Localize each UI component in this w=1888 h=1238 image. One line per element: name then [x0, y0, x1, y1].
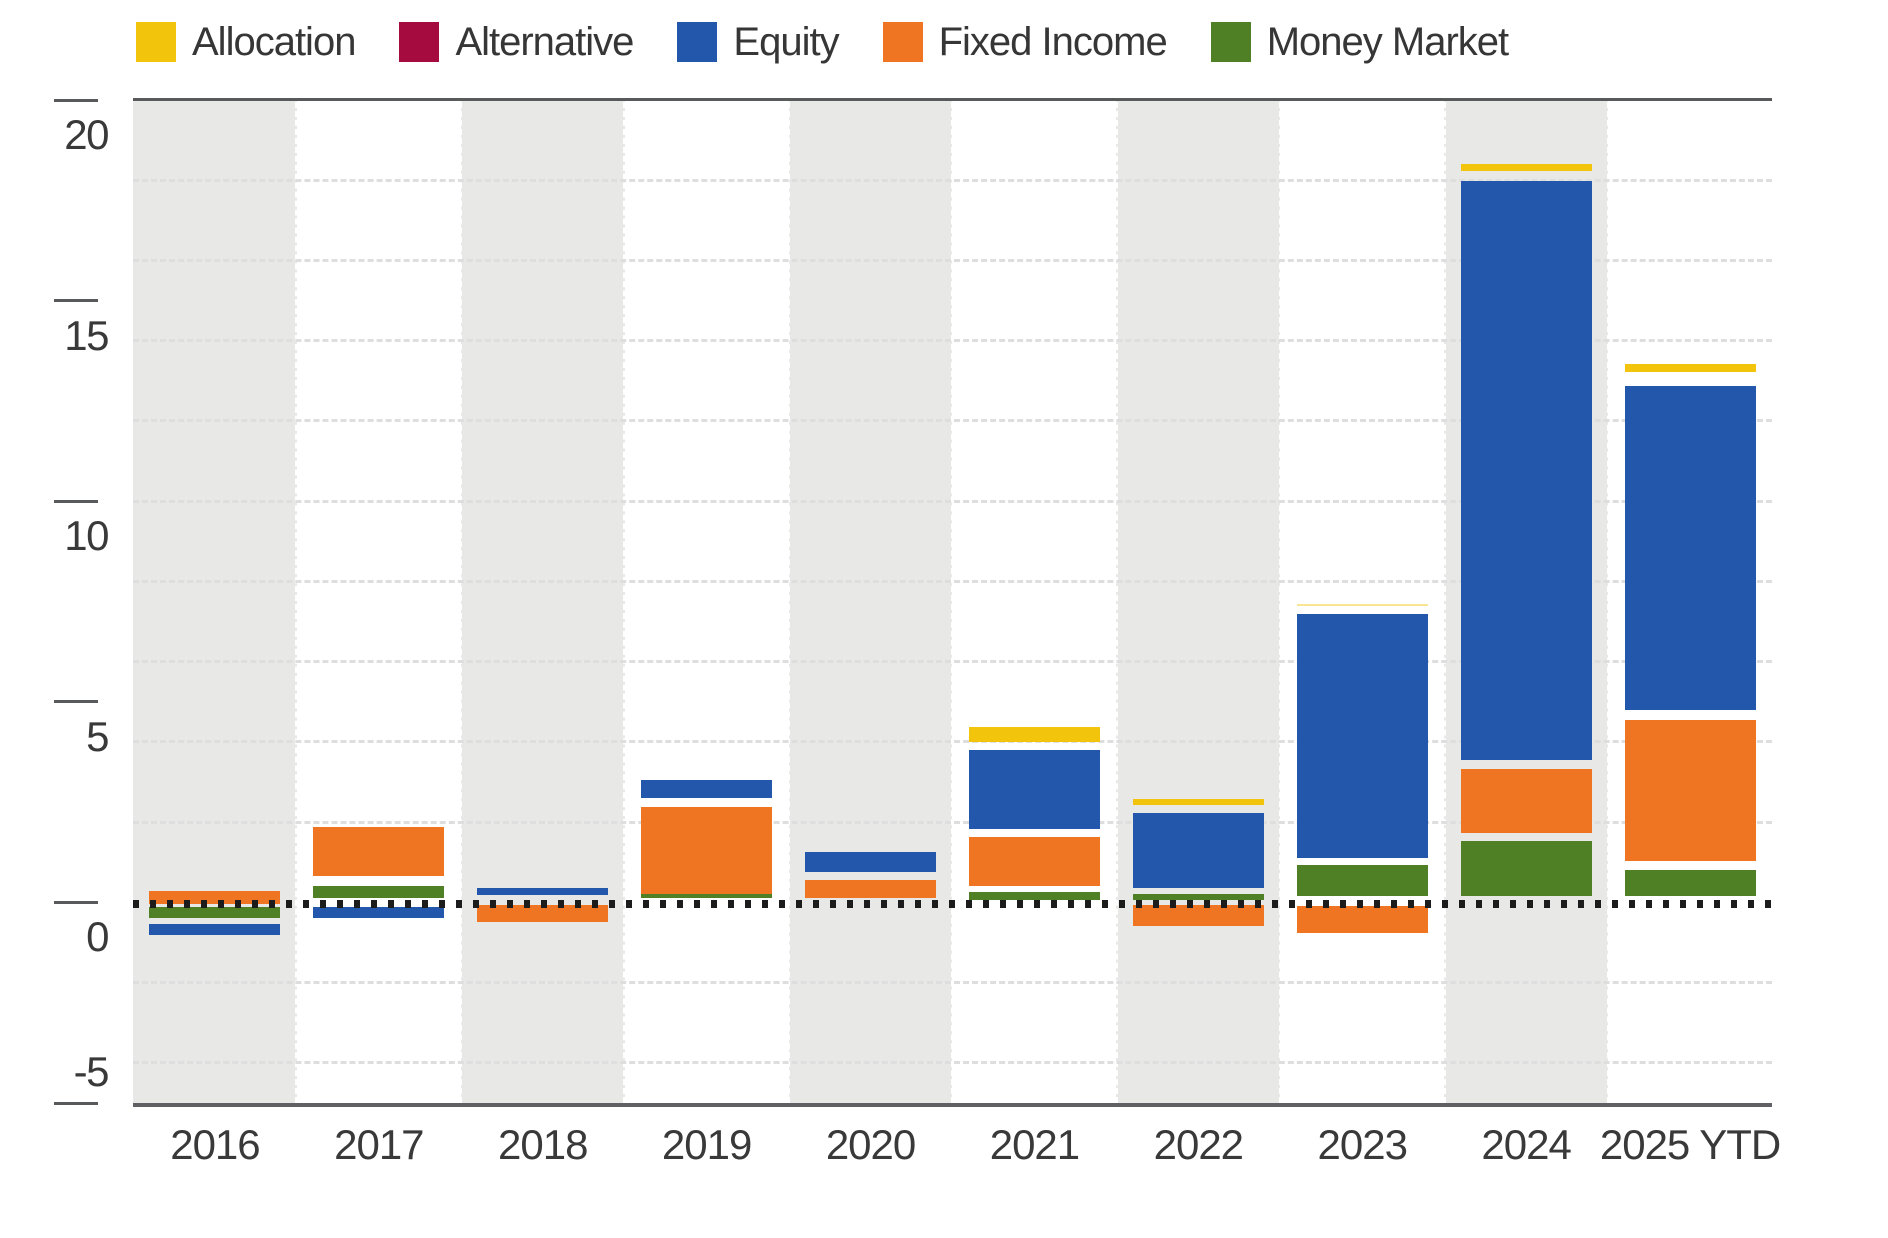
bar-segment-2019-money-market[interactable] — [641, 894, 773, 899]
y-tick-label--5: -5 — [73, 1048, 110, 1095]
bar-segment-2025-ytd-money-market[interactable] — [1624, 870, 1756, 897]
bar-segment-2018-fixed-income[interactable] — [477, 905, 609, 922]
x-tick-label-2023: 2023 — [1317, 1121, 1408, 1168]
y-tick-label-0: 0 — [86, 913, 109, 961]
y-tick-label-15: 15 — [64, 311, 109, 359]
bar-segment-2021-allocation[interactable] — [968, 727, 1100, 742]
legend-swatch-icon — [136, 22, 176, 62]
x-tick-label-2017: 2017 — [334, 1121, 424, 1168]
bar-segment-2020-fixed-income[interactable] — [805, 879, 937, 898]
x-tick-label-2018: 2018 — [498, 1121, 588, 1168]
legend: Allocation Alternative Equity Fixed Income M… — [136, 20, 1509, 64]
bar-segment-2022-money-market[interactable] — [1132, 894, 1264, 900]
x-tick-label-2022: 2022 — [1153, 1121, 1244, 1168]
legend-label: Equity — [733, 20, 839, 64]
legend-item-alternative[interactable]: Alternative — [399, 20, 634, 64]
legend-item-fixed-income[interactable]: Fixed Income — [882, 20, 1168, 64]
gridline-y4 — [133, 740, 1772, 744]
bar-segment-2025-ytd-equity[interactable] — [1624, 386, 1756, 711]
bar-segment-2016-equity[interactable] — [149, 924, 281, 936]
bar-segment-2023-fixed-income[interactable] — [1296, 906, 1428, 934]
bar-segment-2021-money-market[interactable] — [968, 892, 1100, 900]
bar-segment-2025-ytd-allocation[interactable] — [1624, 364, 1756, 373]
legend-swatch-icon — [677, 22, 718, 62]
column-separator — [623, 102, 627, 1103]
bar-segment-2021-fixed-income[interactable] — [968, 837, 1100, 886]
y-tick-0 — [54, 900, 98, 904]
bar-segment-2024-allocation[interactable] — [1460, 164, 1592, 172]
bar-segment-2019-fixed-income[interactable] — [641, 807, 773, 894]
x-tick-label-2016: 2016 — [170, 1121, 260, 1168]
x-tick-label-2024: 2024 — [1481, 1121, 1571, 1168]
gridline-y18 — [133, 178, 1772, 182]
bar-segment-2017-fixed-income[interactable] — [313, 827, 445, 877]
bar-segment-2020-equity[interactable] — [805, 852, 937, 872]
column-separator — [295, 102, 299, 1103]
legend-label: Money Market — [1266, 20, 1509, 64]
bar-segment-2024-money-market[interactable] — [1460, 841, 1592, 897]
gridline-y8 — [133, 579, 1772, 583]
bar-segment-2017-money-market[interactable] — [313, 885, 445, 899]
zero-baseline — [133, 900, 1772, 908]
column-separator — [1278, 102, 1282, 1103]
y-tick-15 — [54, 299, 98, 303]
column-separator — [951, 102, 954, 1103]
column-separator — [787, 102, 791, 1103]
bar-segment-2024-fixed-income[interactable] — [1460, 769, 1592, 833]
column-band-2020 — [788, 101, 953, 1103]
gridline-y-4 — [133, 1061, 1772, 1065]
y-tick-5 — [54, 700, 98, 704]
y-tick-10 — [54, 499, 98, 503]
gridline-y2 — [133, 820, 1772, 824]
y-tick-20 — [54, 98, 98, 102]
plot-top-border — [133, 98, 1772, 101]
legend-item-equity[interactable]: Equity — [677, 20, 840, 64]
gridline-y12 — [133, 419, 1772, 423]
column-separator — [459, 102, 463, 1103]
gridline-y10 — [133, 499, 1772, 503]
bar-segment-2021-equity[interactable] — [968, 749, 1100, 830]
legend-swatch-icon — [399, 22, 440, 62]
legend-label: Allocation — [192, 20, 356, 64]
bar-segment-2023-equity[interactable] — [1296, 614, 1428, 859]
x-tick-label-2020: 2020 — [825, 1121, 916, 1168]
y-tick-label-10: 10 — [64, 512, 109, 560]
bar-segment-2022-equity[interactable] — [1132, 812, 1264, 889]
legend-swatch-icon — [1210, 22, 1251, 62]
gridline-y-2 — [133, 981, 1772, 985]
legend-swatch-icon — [882, 22, 923, 62]
y-tick--5 — [54, 1101, 98, 1105]
column-band-2016 — [133, 101, 297, 1103]
bar-segment-2022-allocation[interactable] — [1132, 799, 1264, 806]
column-band-2018 — [460, 101, 625, 1103]
gridline-y6 — [133, 660, 1772, 664]
x-tick-label-2019: 2019 — [661, 1121, 752, 1168]
y-tick-label-5: 5 — [86, 712, 109, 760]
x-axis-line — [133, 1103, 1772, 1107]
legend-label: Alternative — [455, 20, 634, 64]
column-band-2022 — [1116, 101, 1281, 1103]
column-separator — [1114, 102, 1118, 1103]
bar-segment-2024-equity[interactable] — [1460, 181, 1592, 760]
bar-segment-2023-money-market[interactable] — [1296, 865, 1428, 897]
y-tick-label-20: 20 — [64, 111, 109, 158]
bar-segment-2018-equity[interactable] — [477, 888, 609, 896]
legend-item-money-market[interactable]: Money Market — [1210, 20, 1509, 64]
bar-segment-2019-equity[interactable] — [641, 780, 773, 799]
x-tick-label-2021: 2021 — [989, 1121, 1080, 1168]
x-tick-label-2025-ytd: 2025 YTD — [1599, 1121, 1781, 1168]
gridline-y14 — [133, 339, 1772, 343]
column-separator — [1606, 102, 1610, 1103]
bar-segment-2025-ytd-fixed-income[interactable] — [1624, 720, 1756, 862]
bar-segment-2022-fixed-income[interactable] — [1132, 905, 1264, 927]
legend-label: Fixed Income — [938, 20, 1168, 64]
column-separator — [1442, 102, 1446, 1103]
gridline-y16 — [133, 258, 1772, 262]
legend-item-allocation[interactable]: Allocation — [136, 20, 356, 64]
bar-segment-2023-allocation[interactable] — [1296, 603, 1428, 607]
bar-segment-2016-money-market[interactable] — [149, 907, 281, 919]
bar-segment-2017-equity[interactable] — [313, 907, 445, 919]
